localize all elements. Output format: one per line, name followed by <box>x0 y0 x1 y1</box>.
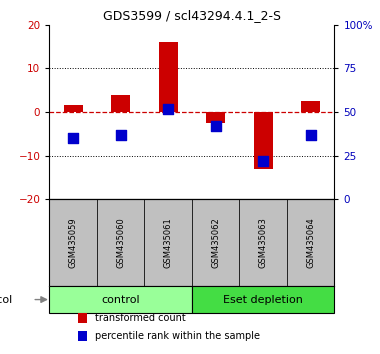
FancyBboxPatch shape <box>192 286 334 313</box>
Point <box>118 132 124 137</box>
FancyBboxPatch shape <box>97 199 144 286</box>
Bar <box>78 331 87 341</box>
Text: protocol: protocol <box>0 295 12 304</box>
Text: GSM435063: GSM435063 <box>259 217 268 268</box>
FancyBboxPatch shape <box>239 199 287 286</box>
Text: control: control <box>101 295 140 304</box>
Point <box>307 132 314 137</box>
Text: GSM435061: GSM435061 <box>164 217 173 268</box>
Text: GSM435059: GSM435059 <box>69 218 78 268</box>
FancyBboxPatch shape <box>49 286 192 313</box>
Bar <box>206 112 225 123</box>
Point <box>213 123 219 129</box>
Text: GSM435062: GSM435062 <box>211 217 220 268</box>
Text: GSM435064: GSM435064 <box>306 217 315 268</box>
Text: GSM435060: GSM435060 <box>116 217 125 268</box>
Bar <box>254 112 273 169</box>
FancyBboxPatch shape <box>49 199 97 286</box>
Text: Eset depletion: Eset depletion <box>223 295 303 304</box>
Point <box>165 106 171 112</box>
Bar <box>301 101 320 112</box>
Text: transformed count: transformed count <box>95 313 186 323</box>
Title: GDS3599 / scl43294.4.1_2-S: GDS3599 / scl43294.4.1_2-S <box>103 9 281 22</box>
FancyBboxPatch shape <box>287 199 334 286</box>
Bar <box>78 313 87 323</box>
Point <box>70 135 76 141</box>
Point <box>260 158 266 164</box>
Bar <box>111 95 130 112</box>
FancyBboxPatch shape <box>192 199 239 286</box>
Bar <box>159 42 178 112</box>
FancyBboxPatch shape <box>144 199 192 286</box>
Text: percentile rank within the sample: percentile rank within the sample <box>95 331 260 341</box>
Bar <box>64 105 83 112</box>
